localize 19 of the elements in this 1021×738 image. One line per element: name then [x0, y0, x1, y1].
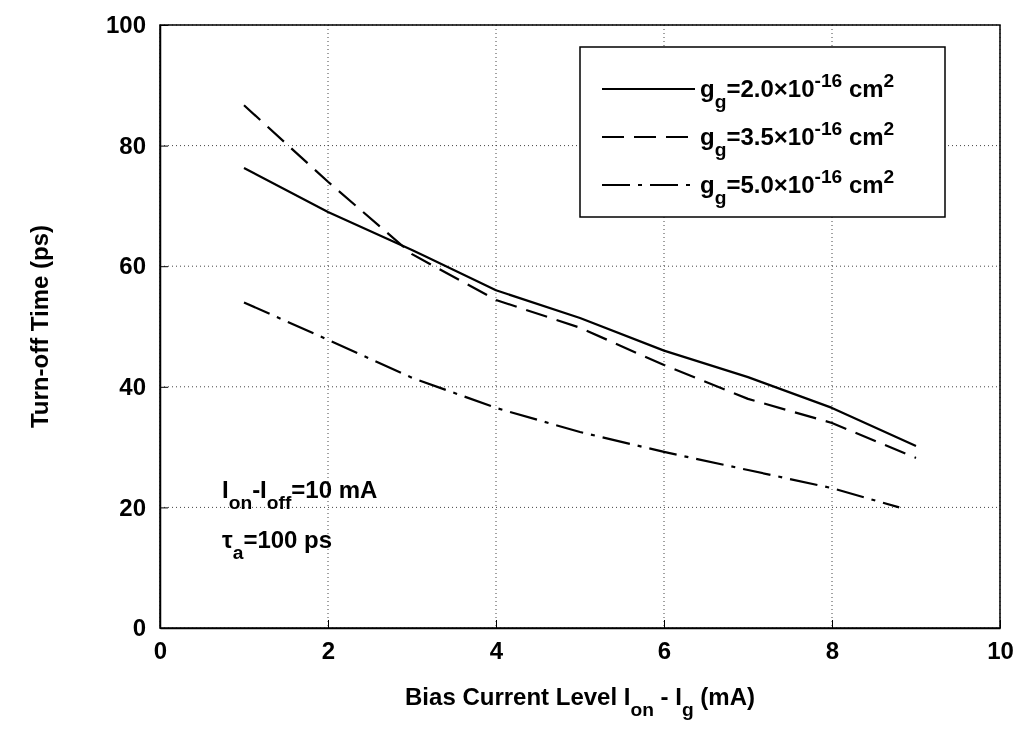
y-tick-label: 20	[119, 493, 146, 521]
x-axis-title: Bias Current Level I$_{on}$ - I$_{g}$ (mA)	[405, 683, 755, 720]
y-tick-label: 80	[119, 131, 146, 159]
y-tick-label: 60	[119, 252, 146, 280]
legend-label: g$_{g}$=3.5×10$^{-16}$ cm$^{2}$	[700, 117, 895, 160]
x-tick-label: 0	[153, 637, 168, 665]
y-axis-title: Turn-off Time (ps)	[26, 224, 53, 429]
y-tick-label: 0	[132, 614, 146, 642]
y-tick-label: 40	[119, 372, 146, 400]
annotation: τ$_{a}$=100 ps	[222, 526, 333, 563]
x-tick-label: 8	[825, 637, 840, 665]
y-tick-label: 100	[105, 11, 146, 39]
legend-label: g$_{g}$=2.0×10$^{-16}$ cm$^{2}$	[700, 69, 895, 112]
x-tick-label: 6	[657, 637, 672, 665]
x-tick-label: 4	[489, 637, 504, 665]
x-tick-label: 2	[321, 637, 336, 665]
legend-label: g$_{g}$=5.0×10$^{-16}$ cm$^{2}$	[700, 165, 895, 208]
annotation: I$_{on}$-I$_{off}$=10 mA	[222, 476, 378, 513]
x-tick-label: 10	[987, 637, 1014, 665]
